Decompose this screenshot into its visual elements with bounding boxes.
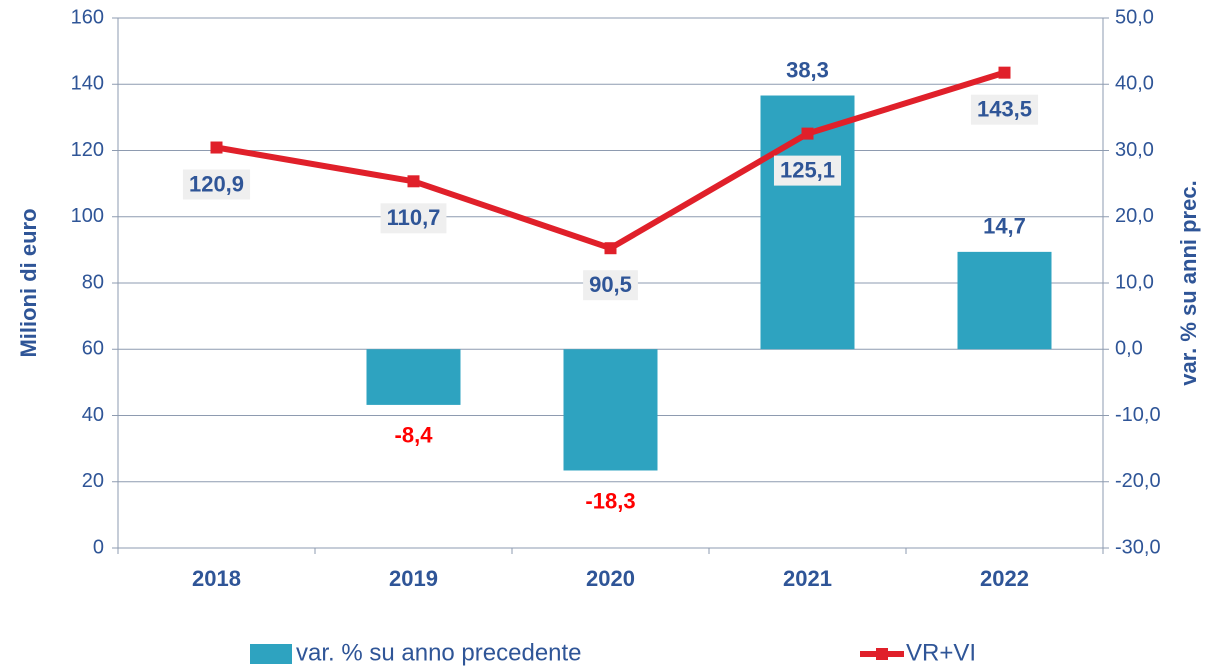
y-tick-label: 140 — [71, 73, 104, 95]
line-marker — [998, 66, 1011, 79]
line-marker — [801, 127, 814, 140]
bar-value-label: -18,3 — [585, 488, 635, 513]
x-tick-label: 2018 — [192, 566, 241, 591]
legend-label: var. % su anno precedente — [296, 639, 582, 666]
y-tick-label: 40 — [82, 404, 104, 426]
x-tick-label: 2020 — [586, 566, 635, 591]
line — [215, 69, 1006, 252]
x-tick-label: 2021 — [783, 566, 832, 591]
line-value-label: 110,7 — [387, 205, 441, 230]
y-axis-title: Milioni di euro — [16, 208, 41, 357]
line-value-label: 143,5 — [977, 96, 1032, 121]
legend-label: VR+VI — [906, 639, 976, 666]
y2-tick-label: -10,0 — [1115, 404, 1161, 426]
line-value-label: 90,5 — [589, 272, 632, 297]
y-tick-label: 20 — [82, 470, 104, 492]
legend-marker — [876, 648, 888, 660]
y-tick-label: 60 — [82, 338, 104, 360]
value-label-bg — [380, 203, 447, 234]
y2-tick-label: 0,0 — [1115, 338, 1143, 360]
line-marker — [604, 242, 617, 255]
line-marker — [210, 141, 223, 154]
bar — [957, 251, 1052, 350]
line-value-label: 120,9 — [189, 171, 244, 196]
y2-tick-label: 30,0 — [1115, 139, 1154, 161]
value-label-bg — [970, 94, 1039, 125]
y2-tick-label: 40,0 — [1115, 73, 1154, 95]
y-tick-label: 160 — [71, 6, 104, 28]
y-tick-label: 0 — [93, 536, 104, 558]
y2-tick-label: -30,0 — [1115, 536, 1161, 558]
y2-tick-label: 20,0 — [1115, 205, 1154, 227]
y2-axis-title: var. % su anni prec. — [1176, 180, 1201, 385]
x-tick-label: 2019 — [389, 566, 438, 591]
y2-tick-label: -20,0 — [1115, 470, 1161, 492]
bar — [563, 349, 658, 471]
y-tick-label: 100 — [71, 205, 104, 227]
y2-tick-label: 10,0 — [1115, 271, 1154, 293]
line-value-label: 125,1 — [780, 157, 835, 182]
value-label-bg — [182, 169, 251, 200]
legend-swatch — [250, 644, 292, 664]
value-label-bg — [773, 155, 842, 186]
y-tick-label: 80 — [82, 271, 104, 293]
y-tick-label: 120 — [71, 139, 104, 161]
bar-value-label: 38,3 — [786, 57, 829, 82]
line-marker — [407, 175, 420, 188]
bar-value-label: 14,7 — [983, 214, 1026, 239]
y2-tick-label: 50,0 — [1115, 6, 1154, 28]
bar-value-label: -8,4 — [395, 423, 434, 448]
x-tick-label: 2022 — [980, 566, 1029, 591]
bar — [366, 349, 461, 405]
value-label-bg — [583, 270, 638, 301]
